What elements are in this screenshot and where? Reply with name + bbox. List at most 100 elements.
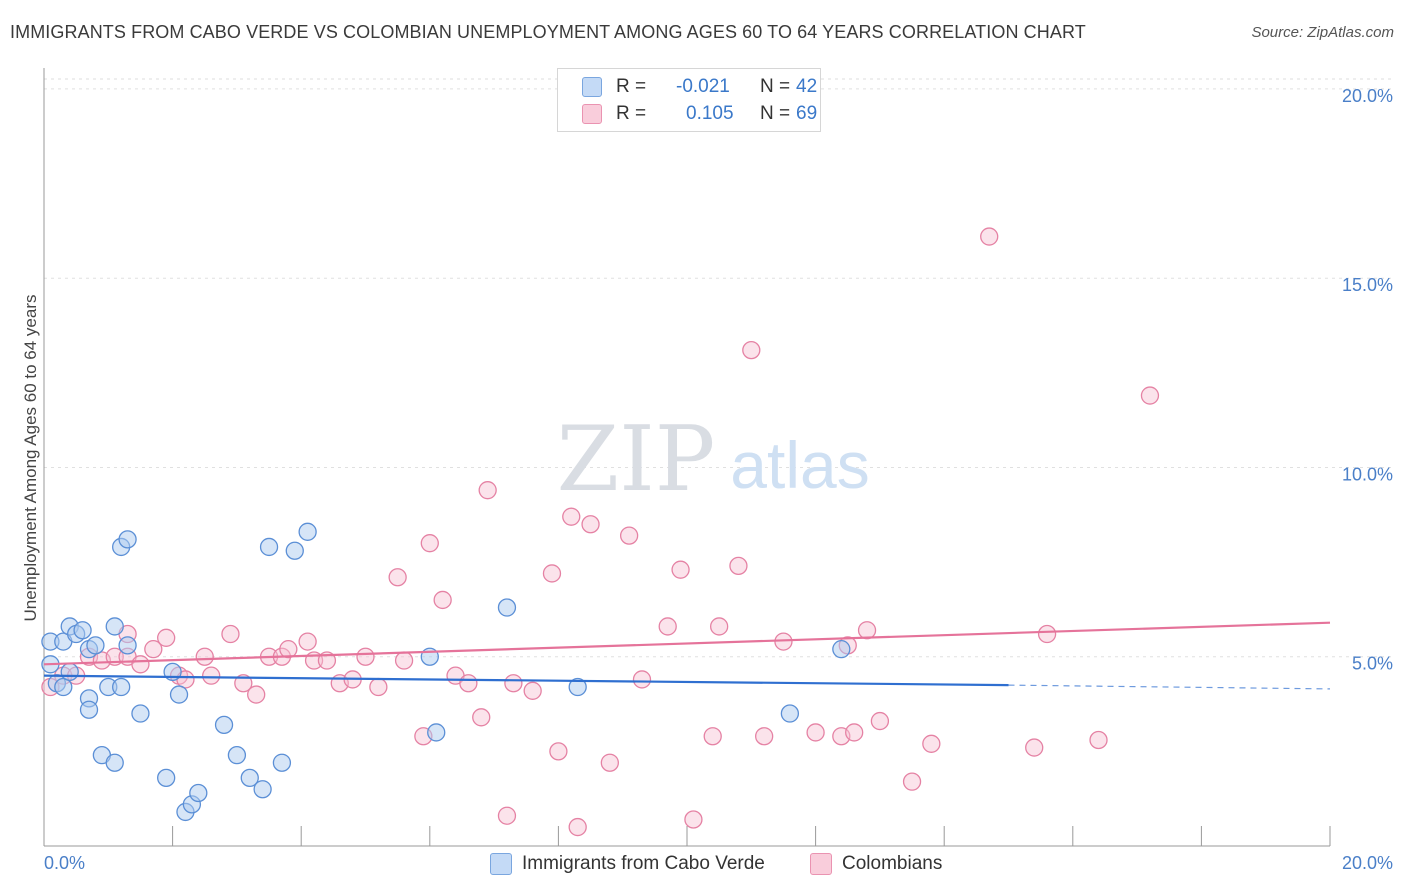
colombians-point (279, 640, 298, 659)
colombians-point (549, 742, 568, 761)
chart-title: IMMIGRANTS FROM CABO VERDE VS COLOMBIAN … (10, 22, 1086, 42)
gridlines (44, 78, 1394, 658)
legend-r-label: R = (616, 76, 647, 97)
cabo-verde-point (54, 677, 73, 697)
colombians-point (247, 685, 266, 704)
stats-legend: R = -0.021 N = 42 R = 0.105 N = 69 (557, 68, 821, 132)
legend-r-value: 0.105 (686, 103, 734, 124)
colombians-point (356, 647, 375, 666)
colombians-point (131, 655, 150, 674)
cabo-verde-point (259, 537, 279, 557)
colombians-point (684, 810, 703, 829)
colombians-point (504, 674, 523, 693)
cabo-verde-point (79, 700, 99, 719)
cabo-verde-point (118, 530, 137, 549)
cabo-verde-point (105, 617, 124, 636)
legend-swatch-pink (582, 104, 602, 124)
colombians-point (806, 723, 825, 742)
cabo-verde-point (832, 640, 851, 659)
cabo-verde-point (169, 685, 189, 704)
cabo-verde-point (118, 636, 137, 655)
x-tick-label: 20.0% (1342, 853, 1393, 873)
colombians-point (755, 727, 774, 746)
colombians-point (202, 666, 221, 685)
colombians-point (144, 640, 163, 659)
axes (43, 68, 1331, 847)
colombians-point (632, 670, 652, 689)
tick-labels: 5.0% 10.0% 15.0% 20.0% 0.0% 20.0% (44, 86, 1393, 873)
watermark: ZIP atlas (557, 407, 870, 512)
colombians-point (394, 651, 414, 670)
colombians-point (922, 734, 941, 753)
colombians-point (388, 568, 407, 587)
legend-n-label: N = (760, 76, 791, 97)
cabo-verde-point (253, 780, 272, 799)
legend-label-cabo-verde: Immigrants from Cabo Verde (522, 853, 765, 874)
watermark-atlas: atlas (730, 428, 869, 502)
cabo-verde-point (60, 662, 79, 682)
cabo-verde-point (298, 522, 317, 541)
cabo-verde-trend-extension (1008, 684, 1331, 690)
colombians-point (562, 507, 581, 526)
cabo-verde-point (568, 677, 587, 697)
colombians-point (658, 617, 677, 636)
colombians-point (497, 806, 517, 825)
colombians-point (472, 708, 491, 727)
colombians-point (902, 772, 922, 791)
trend-lines (43, 621, 1331, 690)
colombians-point (298, 632, 317, 651)
legend-label-colombians: Colombians (842, 853, 943, 874)
cabo-verde-points (41, 522, 851, 822)
colombians-point (729, 556, 748, 576)
colombians-point (523, 681, 542, 700)
y-tick-label: 15.0% (1342, 275, 1393, 295)
colombians-point (568, 817, 587, 837)
colombians-point (1089, 730, 1108, 750)
cabo-verde-point (497, 598, 517, 617)
legend-n-value: 42 (796, 76, 818, 97)
cabo-verde-point (427, 723, 446, 742)
colombians-point (671, 560, 690, 579)
colombians-point (857, 621, 877, 640)
cabo-verde-point (73, 621, 92, 640)
colombians-point (980, 227, 999, 246)
legend-swatch-pink (810, 853, 832, 875)
cabo-verde-point (105, 753, 124, 772)
legend-n-value: 69 (796, 103, 818, 124)
colombians-point (742, 340, 761, 360)
cabo-verde-point (240, 768, 259, 788)
colombians-point (710, 617, 729, 636)
legend-swatch-blue (582, 77, 602, 97)
source-label: Source: ZipAtlas.com (1251, 24, 1394, 41)
y-axis-label: Unemployment Among Ages 60 to 64 years (21, 295, 40, 622)
x-tick-label: 0.0% (44, 853, 85, 873)
colombians-point (478, 481, 497, 500)
y-tick-label: 20.0% (1342, 86, 1393, 106)
colombians-trend-line (43, 621, 1331, 666)
legend-swatch-blue (490, 853, 512, 875)
legend-item-colombians[interactable]: Colombians (810, 851, 942, 877)
colombians-point (870, 711, 890, 731)
cabo-verde-point (780, 704, 800, 723)
legend-item-cabo-verde[interactable]: Immigrants from Cabo Verde (490, 851, 765, 877)
y-tick-label: 10.0% (1342, 464, 1393, 484)
cabo-verde-point (157, 768, 176, 788)
colombians-point (1025, 738, 1044, 757)
cabo-verde-point (189, 783, 208, 803)
colombians-point (542, 564, 562, 583)
cabo-verde-point (131, 704, 150, 723)
colombians-point (234, 674, 253, 693)
colombians-point (600, 753, 619, 772)
y-tick-label: 5.0% (1352, 654, 1393, 674)
legend-n-label: N = (760, 103, 791, 124)
colombians-point (619, 526, 639, 545)
colombians-point (845, 723, 864, 742)
cabo-verde-point (285, 541, 304, 560)
colombians-points (41, 227, 1160, 837)
colombians-point (703, 727, 722, 746)
cabo-verde-point (214, 715, 234, 735)
cabo-verde-point (86, 636, 105, 655)
colombians-point (157, 628, 176, 647)
cabo-verde-trend-line (43, 674, 1009, 687)
